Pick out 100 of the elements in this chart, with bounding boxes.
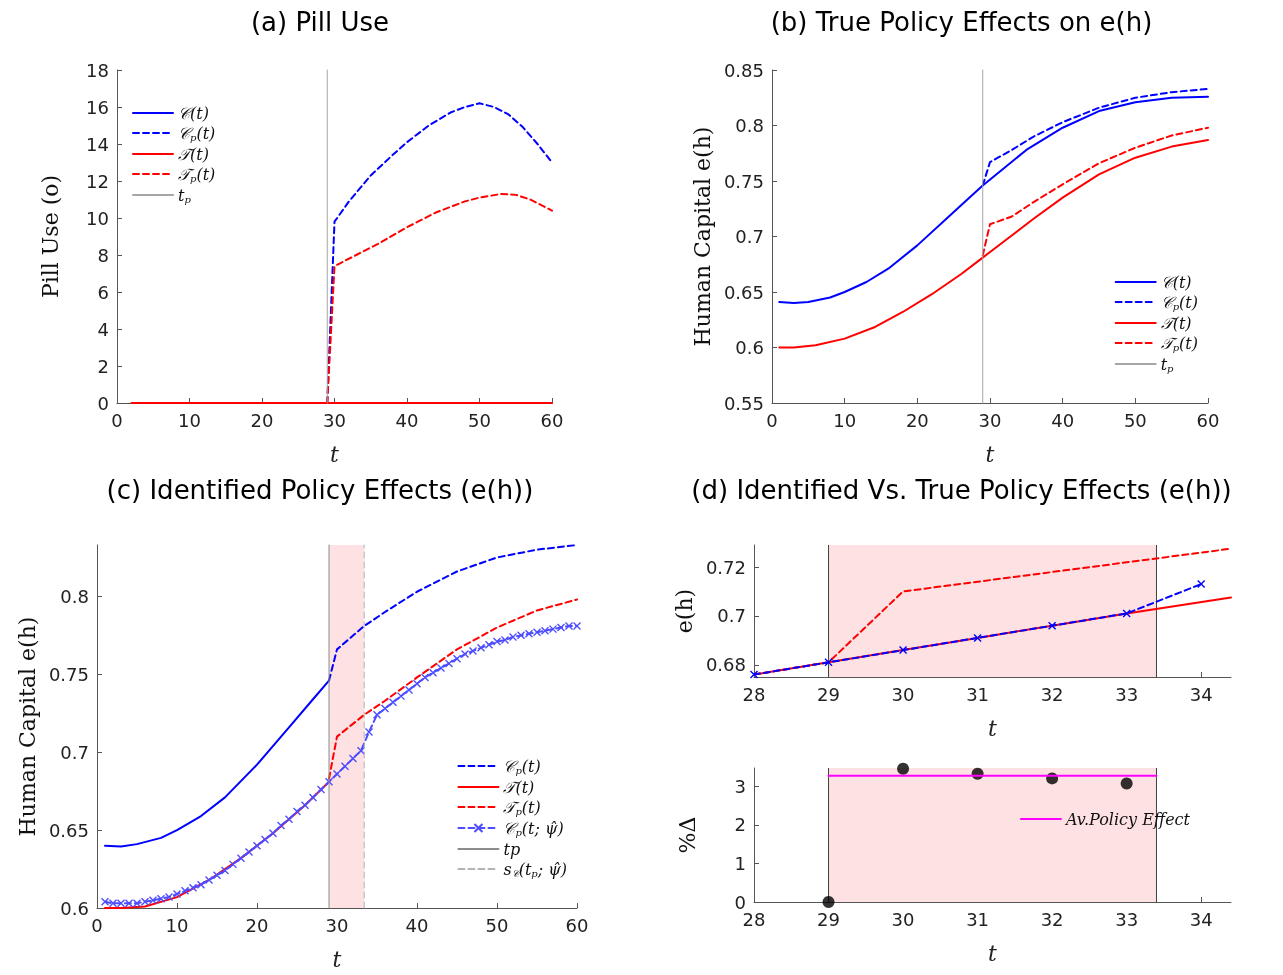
point (284, 815, 294, 824)
legend-label: 𝒯p(t) (503, 797, 541, 817)
x-tick-label: 20 (245, 914, 269, 936)
point (276, 821, 286, 830)
y-tick-label: 0.85 (723, 59, 764, 81)
point (396, 691, 406, 701)
x-tick-label: 20 (250, 409, 274, 431)
point (268, 829, 278, 838)
point (292, 807, 302, 816)
legend-label: 𝒯p(t) (1160, 333, 1199, 353)
y-tick-label: 0.6 (735, 337, 764, 358)
x-axis-title: t (985, 441, 995, 467)
x-axis-title: t (332, 946, 342, 972)
point (532, 628, 542, 637)
x-tick-label: 40 (405, 914, 429, 936)
y-tick-label: 0.68 (705, 654, 746, 676)
y-tick-label: 0.7 (735, 226, 764, 247)
y-tick-label: 3 (734, 775, 746, 797)
point (508, 632, 518, 642)
point (1120, 777, 1133, 790)
y-axis-title: Pill Use (o) (37, 174, 63, 299)
y-tick-label: 0.72 (705, 556, 746, 578)
x-tick-label: 33 (1115, 908, 1139, 930)
point (564, 621, 574, 631)
point (452, 654, 462, 663)
point (140, 897, 150, 906)
legend-label: s𝒞(tp; ψ̂) (503, 859, 567, 879)
x-tick-label: 20 (905, 409, 929, 431)
point (524, 629, 534, 638)
point (196, 880, 206, 889)
x-tick-label: 40 (1051, 409, 1075, 431)
point (1122, 609, 1131, 618)
point (404, 685, 414, 695)
legend-label: 𝒯p(t) (178, 164, 216, 184)
x-tick-label: 10 (165, 914, 189, 936)
y-tick-label: 2 (734, 814, 746, 836)
point (204, 875, 214, 885)
x-tick-label: 30 (978, 409, 1002, 431)
x-axis-title: t (988, 940, 998, 966)
point (172, 889, 182, 899)
point (898, 645, 908, 655)
chart-title: (b) True Policy Effects on e(h) (770, 7, 1153, 37)
point (380, 704, 390, 713)
x-tick-label: 33 (1115, 683, 1139, 705)
point (220, 866, 230, 875)
legend-label: 𝒞p(t) (503, 756, 541, 776)
point (420, 673, 430, 682)
legend-label: tp (503, 839, 521, 859)
x-tick-label: 30 (891, 683, 915, 705)
y-tick-label: 12 (86, 170, 109, 192)
point (476, 643, 486, 653)
y-tick-label: 0.65 (48, 819, 89, 841)
y-tick-label: 0.75 (48, 663, 89, 685)
point (132, 899, 142, 908)
point (540, 626, 550, 635)
x-tick-label: 10 (833, 409, 857, 431)
point (244, 847, 254, 857)
point (484, 640, 494, 649)
point (124, 899, 134, 908)
x-tick-label: 30 (323, 409, 346, 431)
point (1047, 621, 1057, 630)
point (180, 886, 190, 896)
legend-label: tp (1160, 354, 1175, 374)
legend-label: 𝒞p(t) (1160, 292, 1199, 312)
point (412, 679, 422, 688)
y-tick-label: 0.75 (723, 170, 764, 192)
x-tick-label: 34 (1189, 908, 1213, 930)
y-tick-label: 0.55 (723, 392, 764, 414)
y-axis-title: %Δ (674, 816, 700, 854)
x-tick-label: 10 (178, 409, 201, 431)
point (460, 649, 470, 659)
x-tick-label: 30 (325, 914, 349, 936)
point (300, 800, 310, 810)
x-tick-label: 60 (1196, 409, 1220, 431)
point (252, 841, 262, 850)
x-tick-label: 31 (966, 683, 990, 705)
x-tick-label: 31 (966, 908, 990, 930)
point (100, 897, 110, 906)
legend-label: tp (178, 185, 192, 205)
x-tick-label: 29 (817, 908, 840, 930)
point (468, 646, 478, 656)
y-tick-label: 0.6 (60, 897, 89, 919)
point (572, 621, 582, 631)
y-tick-label: 0.8 (60, 585, 89, 607)
x-tick-label: 34 (1189, 683, 1213, 705)
point (260, 835, 270, 844)
legend-label: 𝒯(t) (1160, 313, 1192, 333)
y-tick-label: 14 (86, 133, 109, 155)
point (164, 892, 174, 902)
point (1196, 579, 1206, 589)
point (897, 762, 910, 775)
y-tick-label: 2 (97, 355, 109, 377)
y-tick-label: 10 (86, 207, 109, 229)
point (348, 754, 358, 763)
point (356, 746, 366, 755)
y-tick-label: 0.7 (717, 605, 746, 627)
legend-label: 𝒞(t) (1160, 272, 1192, 292)
point (228, 860, 238, 869)
point (428, 668, 438, 677)
y-tick-label: 0.7 (60, 741, 89, 763)
